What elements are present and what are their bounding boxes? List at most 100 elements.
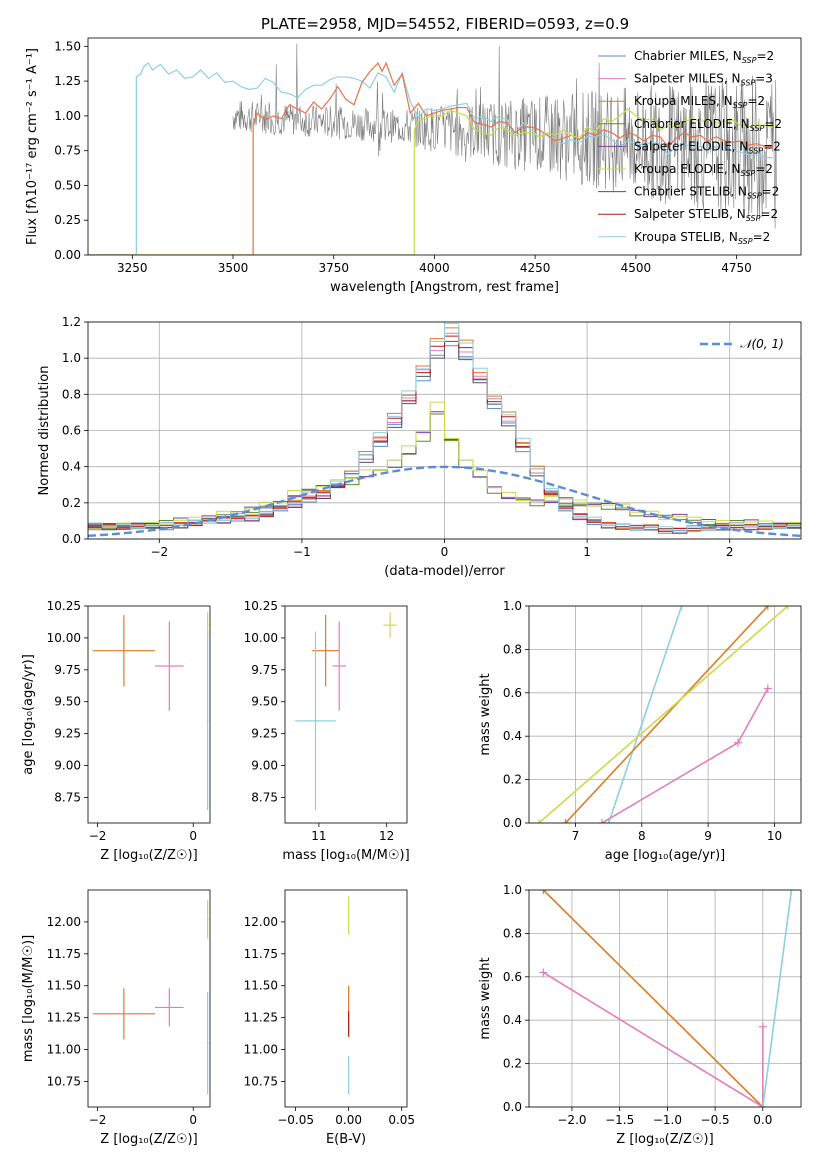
legend-label: 𝒩(0, 1) [740,337,784,351]
plot-area [88,43,777,255]
y-tick-label: 11.25 [244,1011,278,1025]
x-tick-label: −2 [150,545,168,559]
plot-area [295,612,397,811]
y-tick-label: 0.75 [54,144,81,158]
legend-label: Salpeter MILES, NSSP=3 [634,72,773,88]
y-tick-label: 0.6 [503,686,522,700]
y-tick-label: 0.00 [54,248,81,262]
x-tick-label: 4750 [721,261,752,275]
x-tick-label: −2.0 [557,1113,586,1127]
y-tick-label: 0.2 [503,773,522,787]
y-tick-label: 11.25 [47,1011,81,1025]
y-tick-label: 0.2 [62,496,81,510]
x-tick-label: 8 [638,829,646,843]
y-tick-label: 10.25 [47,599,81,613]
y-tick-label: 1.0 [62,351,81,365]
panel-residuals: −2 −1 0 1 2 0.0 0.2 0.4 0.6 0.8 1.0 1.2 (data-model)… [37,315,802,579]
weight-line-1 [564,606,769,823]
y-tick-label: 9.25 [251,727,278,741]
x-tick-label: 4250 [520,261,551,275]
legend-label: Chabrier STELIB, NSSP=2 [634,185,779,201]
axes-frame [528,605,802,824]
x-tick-label: 4000 [419,261,450,275]
x-tick-label: 9 [704,829,712,843]
y-axis-label: mass [log₁₀(M/M☉)] [21,935,36,1062]
axes-frame [87,37,802,256]
weight-line-3 [601,688,769,823]
weight-line-2 [538,606,789,823]
x-axis-label: wavelength [Angstrom, rest frame] [330,280,559,295]
plot-area [539,890,796,1107]
y-tick-label: 0.8 [503,642,522,656]
y-tick-label: 11.00 [47,1043,81,1057]
model-spectrum-0 [88,62,773,255]
panel-mass_vs_Z: −2 0 10.75 11.00 11.25 11.50 11.75 12.00 Z [log₁… [21,889,211,1147]
y-tick-label: 1.25 [54,74,81,88]
x-tick-label: 0.00 [335,1113,362,1127]
y-tick-label: 1.0 [503,883,522,897]
plot-area [534,606,792,823]
y-tick-label: 8.75 [251,790,278,804]
x-tick-label: 0.05 [388,1113,415,1127]
x-tick-label: −1.5 [605,1113,634,1127]
x-tick-label: −1 [293,545,311,559]
axes-frame [87,889,211,1108]
x-tick-label: −0.05 [277,1113,314,1127]
axes-frame [87,605,211,824]
histogram-chabrier_stelib [88,340,801,534]
x-tick-label: 1 [583,545,591,559]
normal-curve [88,465,801,538]
y-tick-label: 10.75 [244,1074,278,1088]
panel-mass_vs_EBV: −0.05 0.00 0.05 10.75 11.00 11.25 11.50 11.75 12… [244,889,415,1147]
plot-area [92,612,209,811]
y-tick-label: 11.75 [244,947,278,961]
x-tick-label: −0.5 [701,1113,730,1127]
x-axis-label: Z [log₁₀(Z/Z☉)] [100,848,197,863]
x-axis-label: age [log₁₀(age/yr)] [605,848,726,863]
x-tick-label: 0 [441,545,449,559]
y-tick-label: 9.00 [251,759,278,773]
x-tick-label: −2 [89,829,107,843]
x-tick-label: 3750 [318,261,349,275]
x-axis-label: mass [log₁₀(M/M☉)] [282,848,409,863]
y-tick-label: 1.00 [54,109,81,123]
y-tick-label: 8.75 [54,790,81,804]
y-tick-label: 9.50 [54,695,81,709]
plot-area [88,323,801,538]
y-tick-label: 10.75 [47,1074,81,1088]
panel-mass_weight_vs_Z: −2.0 −1.5 −1.0 −0.5 0.0 0.0 0.2 0.4 0.6 0.8 1.0 Z [… [478,883,802,1147]
y-tick-label: 0.4 [503,729,522,743]
y-tick-label: 9.75 [54,663,81,677]
y-axis-label: age [log₁₀(age/yr)] [21,654,36,775]
weight-line-0 [542,890,764,1107]
x-axis-label: Z [log₁₀(Z/Z☉)] [616,1132,713,1147]
plot-area [92,900,209,1095]
histogram-kroupa_stelib [88,323,801,532]
panel-spectrum: 3250 3500 3750 4000 4250 4500 4750 0.00 0.25 0.50… [25,37,802,295]
panel-mass_weight_vs_age: 7 8 9 10 0.0 0.2 0.4 0.6 0.8 1.0 age [log₁₀(age/yr… [478,599,802,863]
legend-label: Chabrier ELODIE, NSSP=2 [634,117,782,133]
y-tick-label: 10.00 [47,631,81,645]
axes-frame [284,889,408,1108]
legend-label: Kroupa MILES, NSSP=2 [634,94,765,110]
model-spectrum-1 [88,61,773,255]
y-tick-label: 0.8 [62,387,81,401]
x-tick-label: 12 [379,829,394,843]
y-axis-label: Normed distribution [37,366,52,496]
axes-frame [87,321,802,540]
y-tick-label: 12.00 [244,915,278,929]
y-axis-label: mass weight [478,957,493,1039]
y-tick-label: 0.0 [62,532,81,546]
x-axis-label: (data-model)/error [384,564,505,579]
axes-frame [284,605,408,824]
y-tick-label: 0.4 [503,1013,522,1027]
x-tick-label: −1.0 [653,1113,682,1127]
y-tick-label: 11.50 [244,979,278,993]
panel-age_vs_Z: −2 0 8.75 9.00 9.25 9.50 9.75 10.00 10.25 Z [log₁… [21,599,211,863]
x-tick-label: −2 [89,1113,107,1127]
y-tick-label: 1.0 [503,599,522,613]
y-tick-label: 0.0 [503,1100,522,1114]
x-tick-label: 0.0 [753,1113,772,1127]
weight-line-1 [542,971,764,1107]
y-tick-label: 0.6 [503,970,522,984]
